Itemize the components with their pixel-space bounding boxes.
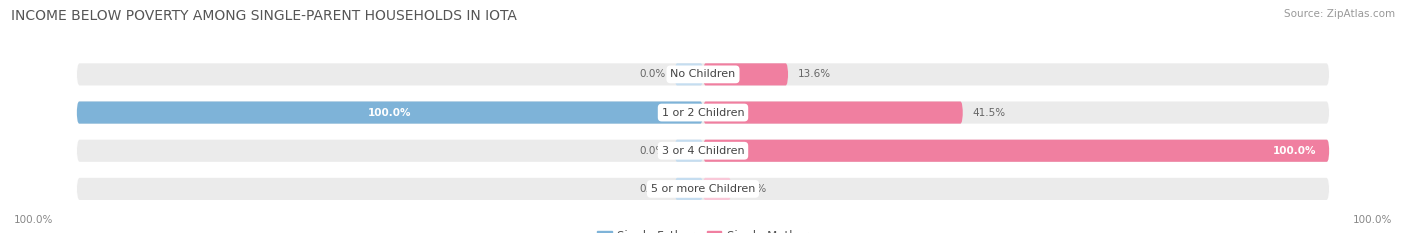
Text: 0.0%: 0.0% xyxy=(640,69,665,79)
Text: No Children: No Children xyxy=(671,69,735,79)
FancyBboxPatch shape xyxy=(77,102,703,124)
FancyBboxPatch shape xyxy=(703,63,789,86)
Text: 13.6%: 13.6% xyxy=(797,69,831,79)
Text: INCOME BELOW POVERTY AMONG SINGLE-PARENT HOUSEHOLDS IN IOTA: INCOME BELOW POVERTY AMONG SINGLE-PARENT… xyxy=(11,9,517,23)
Text: 41.5%: 41.5% xyxy=(973,108,1005,118)
FancyBboxPatch shape xyxy=(77,63,1329,86)
Text: 100.0%: 100.0% xyxy=(14,215,53,225)
Text: 5 or more Children: 5 or more Children xyxy=(651,184,755,194)
Text: Source: ZipAtlas.com: Source: ZipAtlas.com xyxy=(1284,9,1395,19)
Text: 0.0%: 0.0% xyxy=(640,146,665,156)
Text: 1 or 2 Children: 1 or 2 Children xyxy=(662,108,744,118)
Text: 3 or 4 Children: 3 or 4 Children xyxy=(662,146,744,156)
FancyBboxPatch shape xyxy=(675,140,703,162)
FancyBboxPatch shape xyxy=(703,140,1329,162)
FancyBboxPatch shape xyxy=(675,178,703,200)
Text: 100.0%: 100.0% xyxy=(1353,215,1392,225)
Legend: Single Father, Single Mother: Single Father, Single Mother xyxy=(593,225,813,233)
Text: 100.0%: 100.0% xyxy=(368,108,412,118)
FancyBboxPatch shape xyxy=(77,178,1329,200)
Text: 0.0%: 0.0% xyxy=(741,184,766,194)
FancyBboxPatch shape xyxy=(77,102,1329,124)
Text: 100.0%: 100.0% xyxy=(1274,146,1317,156)
FancyBboxPatch shape xyxy=(703,102,963,124)
Text: 0.0%: 0.0% xyxy=(640,184,665,194)
FancyBboxPatch shape xyxy=(77,140,1329,162)
FancyBboxPatch shape xyxy=(675,63,703,86)
FancyBboxPatch shape xyxy=(703,178,731,200)
